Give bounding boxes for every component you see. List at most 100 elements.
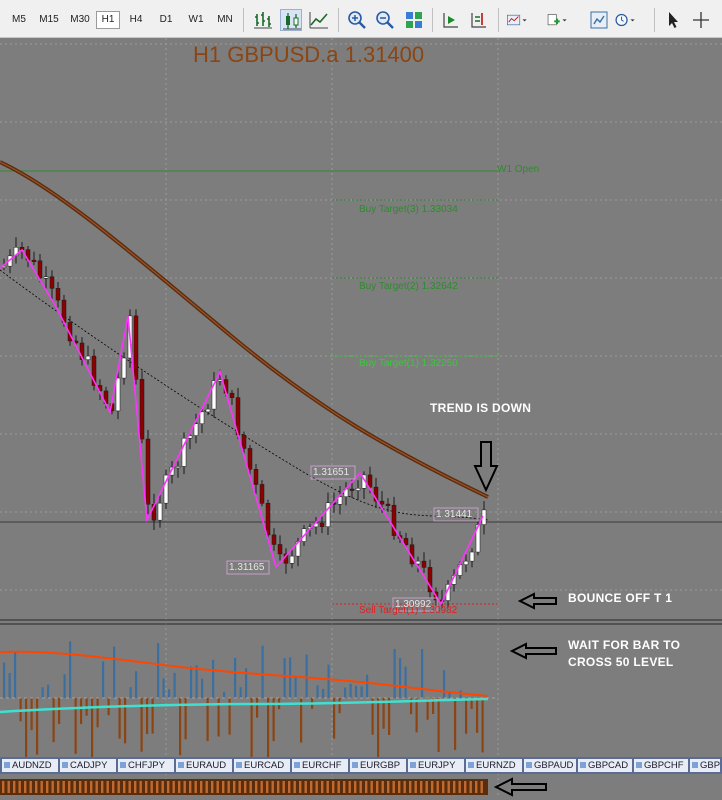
chart-shift-icon[interactable] (468, 9, 490, 31)
autoscroll-icon[interactable] (440, 9, 462, 31)
strip-bar (84, 781, 87, 793)
candle (271, 534, 277, 545)
bounce-arrow (517, 592, 557, 610)
strip-bar (112, 781, 115, 793)
clock-icon[interactable] (614, 9, 646, 31)
strip-bar (172, 781, 175, 793)
tab-chfjpy[interactable]: CHFJPY (118, 759, 174, 772)
strip-bar (123, 781, 126, 793)
strip-bar (266, 781, 269, 793)
strip-bar (13, 781, 16, 793)
tab-icon (120, 762, 126, 768)
templates-icon[interactable] (546, 9, 578, 31)
strip-bar (359, 781, 362, 793)
tab-gbpcad[interactable]: GBPCAD (578, 759, 632, 772)
tab-eurgbp[interactable]: EURGBP (350, 759, 406, 772)
oscillator-bar-up (289, 657, 292, 698)
w1-open-label: W1 Open (497, 164, 540, 175)
oscillator-bar-down (184, 698, 187, 740)
bounce-annotation: BOUNCE OFF T 1 (568, 591, 673, 605)
bar-chart-icon[interactable] (252, 9, 274, 31)
tab-audnzd[interactable]: AUDNZD (2, 759, 58, 772)
strip-bar (425, 781, 428, 793)
candle (403, 538, 409, 546)
indicators-icon[interactable] (506, 9, 538, 31)
tab-gbpjpy[interactable]: GBPJPY (690, 759, 720, 772)
oscillator-bar-down (382, 698, 385, 729)
tab-euraud[interactable]: EURAUD (176, 759, 232, 772)
candle (31, 259, 37, 262)
oscillator-bar-up (129, 687, 132, 698)
zoom-out-icon[interactable] (374, 9, 396, 31)
tab-gbpaud[interactable]: GBPAUD (524, 759, 576, 772)
strip-bar (469, 781, 472, 793)
candle (115, 377, 121, 412)
timeframe-m15[interactable]: M15 (39, 14, 59, 25)
strip-bar (447, 781, 450, 793)
candle (37, 260, 43, 279)
swing-label-1: 1.31165 (229, 562, 265, 573)
tab-label: CADJPY (70, 760, 108, 771)
strip-bar (90, 781, 93, 793)
toolbar-separator (498, 8, 499, 32)
timeframe-mn[interactable]: MN (217, 14, 233, 25)
oscillator-bar-up (157, 643, 160, 698)
strip-bar (183, 781, 186, 793)
cursor-icon[interactable] (662, 9, 684, 31)
candle (289, 555, 295, 564)
chart-canvas (0, 38, 722, 800)
strip-bar (216, 781, 219, 793)
strip-bar (106, 781, 109, 793)
timeframe-h1[interactable]: H1 (96, 11, 120, 29)
buy-target-1-label: Buy Target(1) 1.32250 (359, 358, 458, 369)
tab-eurjpy[interactable]: EURJPY (408, 759, 464, 772)
candle (43, 276, 49, 279)
strip-bar (403, 781, 406, 793)
strip-bar (244, 781, 247, 793)
strip-bar (139, 781, 142, 793)
strip-bar (57, 781, 60, 793)
timeframe-d1[interactable]: D1 (159, 14, 173, 25)
strip-bar (29, 781, 32, 793)
candle (163, 474, 169, 504)
price-chart[interactable]: H1 GBPUSD.a 1.31400 W1 Open Buy Target(3… (0, 38, 722, 800)
oscillator-bar-down (338, 698, 341, 714)
tab-eurnzd[interactable]: EURNZD (466, 759, 522, 772)
strip-bar (128, 781, 131, 793)
candlestick-icon[interactable] (280, 9, 302, 31)
oscillator-bar-up (47, 684, 50, 698)
timeframe-m5[interactable]: M5 (12, 14, 26, 25)
strip-bar (398, 781, 401, 793)
strip-bar (442, 781, 445, 793)
oscillator-bars (3, 641, 484, 764)
strip-bar (354, 781, 357, 793)
swing-box-2 (310, 465, 356, 480)
strip-bar (222, 781, 225, 793)
strip-bar (315, 781, 318, 793)
tab-icon (178, 762, 184, 768)
oscillator-bar-up (113, 646, 116, 698)
timeframe-h4[interactable]: H4 (129, 14, 143, 25)
strip-bar (178, 781, 181, 793)
zoom-in-icon[interactable] (346, 9, 368, 31)
tile-windows-icon[interactable] (403, 9, 425, 31)
tab-eurcad[interactable]: EURCAD (234, 759, 290, 772)
oscillator-bar-down (432, 698, 435, 714)
tab-gbpchf[interactable]: GBPCHF (634, 759, 688, 772)
line-chart-icon[interactable] (308, 9, 330, 31)
tab-cadjpy[interactable]: CADJPY (60, 759, 116, 772)
timeframe-w1[interactable]: W1 (188, 14, 204, 25)
oscillator-bar-down (371, 698, 374, 735)
candle (229, 392, 235, 398)
oscillator-bar-down (465, 698, 468, 734)
strip-bar (211, 781, 214, 793)
wait-annotation-line2: CROSS 50 LEVEL (568, 655, 674, 669)
bottom-arrow (493, 777, 547, 797)
crosshair-icon[interactable] (690, 9, 712, 31)
tab-eurchf[interactable]: EURCHF (292, 759, 348, 772)
timeframe-m30[interactable]: M30 (70, 14, 90, 25)
periodicity-icon[interactable] (588, 9, 610, 31)
oscillator-bar-down (206, 698, 209, 742)
candle (349, 488, 355, 491)
swing-box-4 (392, 597, 438, 612)
